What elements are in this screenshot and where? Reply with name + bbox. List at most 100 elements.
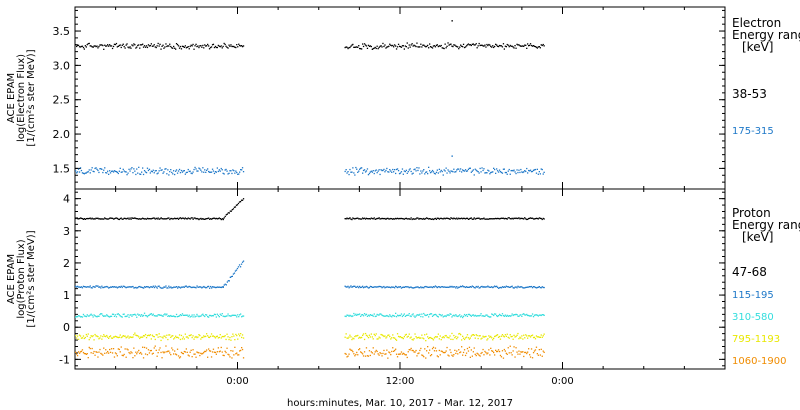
data-point-47-68 [427, 217, 429, 220]
data-point-310-580 [364, 314, 367, 316]
data-point-38-53 [454, 44, 456, 46]
data-point-115-195 [143, 287, 145, 289]
y-tick-label: -1 [59, 353, 70, 366]
data-point-310-580 [444, 315, 446, 317]
data-point-310-580 [106, 314, 108, 316]
data-point-1060-1900 [101, 353, 103, 355]
data-point-115-195 [496, 286, 499, 288]
data-point-47-68 [211, 218, 213, 220]
data-point-310-580 [171, 315, 173, 317]
data-point-795-1193 [151, 334, 153, 336]
data-point-38-53 [356, 46, 358, 48]
data-point-310-580 [479, 314, 481, 317]
data-point-310-580 [79, 316, 82, 318]
data-point-115-195 [469, 286, 471, 288]
data-point-38-53 [517, 44, 519, 46]
data-point-1060-1900 [459, 351, 461, 354]
data-point-1060-1900 [238, 354, 240, 356]
data-point-310-580 [377, 314, 379, 316]
data-point-795-1193 [392, 334, 394, 336]
data-point-38-53 [441, 47, 443, 49]
data-point-38-53 [398, 45, 401, 47]
data-point-175-315 [355, 166, 357, 169]
data-point-175-315 [181, 171, 184, 173]
data-point-115-195 [433, 286, 436, 288]
data-point-795-1193 [111, 337, 114, 339]
data-point-47-68 [512, 218, 514, 220]
data-point-115-195 [148, 287, 151, 289]
data-point-1060-1900 [485, 351, 487, 354]
data-point-175-315 [536, 168, 538, 170]
data-point-47-68 [410, 217, 412, 219]
data-point-115-195 [209, 287, 211, 289]
data-point-47-68 [406, 218, 408, 220]
data-point-47-68 [511, 217, 513, 219]
data-point-1060-1900 [407, 351, 409, 353]
data-point-38-53 [354, 46, 356, 48]
data-point-175-315 [541, 168, 543, 171]
data-point-1060-1900 [92, 352, 94, 354]
data-point-115-195 [477, 285, 479, 288]
data-point-175-315 [404, 170, 406, 173]
data-point-47-68 [527, 218, 529, 220]
data-point-175-315 [508, 168, 510, 171]
data-point-38-53 [112, 45, 115, 48]
data-point-1060-1900 [76, 355, 79, 357]
data-point-175-315 [394, 169, 396, 171]
data-point-310-580 [76, 315, 78, 318]
data-point-795-1193 [166, 334, 168, 336]
data-point-115-195 [152, 285, 154, 287]
data-point-310-580 [212, 315, 215, 317]
data-point-38-53 [174, 47, 176, 49]
data-point-310-580 [404, 315, 406, 317]
data-point-175-315 [166, 173, 168, 175]
data-point-115-195 [141, 286, 143, 288]
data-point-310-580 [365, 313, 368, 315]
data-point-38-53 [80, 45, 83, 48]
data-point-310-580 [424, 314, 426, 316]
data-point-47-68 [206, 218, 208, 220]
data-point-1060-1900 [208, 350, 211, 352]
data-point-795-1193 [168, 334, 170, 336]
data-point-38-53 [460, 44, 462, 46]
data-point-795-1193 [199, 334, 201, 337]
data-point-175-315 [391, 171, 393, 173]
data-point-115-195 [130, 286, 132, 288]
data-point-47-68 [438, 218, 440, 220]
data-point-1060-1900 [80, 350, 83, 352]
data-point-115-195 [135, 286, 137, 289]
legend-entry-310-580: 310-580 [732, 312, 774, 323]
data-point-38-53 [162, 44, 164, 46]
data-point-1060-1900 [537, 354, 539, 356]
data-point-175-315 [370, 170, 372, 172]
data-point-175-315 [456, 169, 458, 171]
data-point-1060-1900 [358, 349, 360, 351]
data-point-1060-1900 [357, 354, 359, 356]
data-point-47-68 [398, 217, 401, 220]
data-point-38-53 [187, 46, 189, 48]
data-point-47-68 [412, 218, 414, 220]
data-point-795-1193 [208, 336, 210, 338]
data-point-310-580 [207, 316, 209, 318]
data-point-115-195 [187, 286, 189, 288]
data-point-115-195 [456, 286, 458, 288]
data-point-310-580 [468, 313, 471, 316]
data-point-175-315 [82, 172, 85, 174]
data-point-115-195 [108, 287, 110, 289]
data-point-175-315 [358, 170, 360, 172]
data-point-795-1193 [150, 338, 152, 340]
data-point-1060-1900 [496, 350, 498, 353]
data-point-47-68 [461, 217, 463, 219]
data-point-795-1193 [194, 336, 196, 338]
data-point-795-1193 [189, 334, 191, 337]
data-point-310-580 [144, 314, 147, 317]
data-point-310-580 [405, 314, 407, 317]
data-point-310-580 [526, 313, 528, 316]
data-point-47-68 [83, 218, 85, 220]
data-point-310-580 [211, 315, 214, 317]
data-point-175-315 [159, 167, 161, 169]
data-point-1060-1900 [232, 350, 234, 352]
data-point-1060-1900 [423, 356, 425, 358]
data-point-38-53 [542, 43, 544, 46]
data-point-795-1193 [204, 336, 206, 338]
